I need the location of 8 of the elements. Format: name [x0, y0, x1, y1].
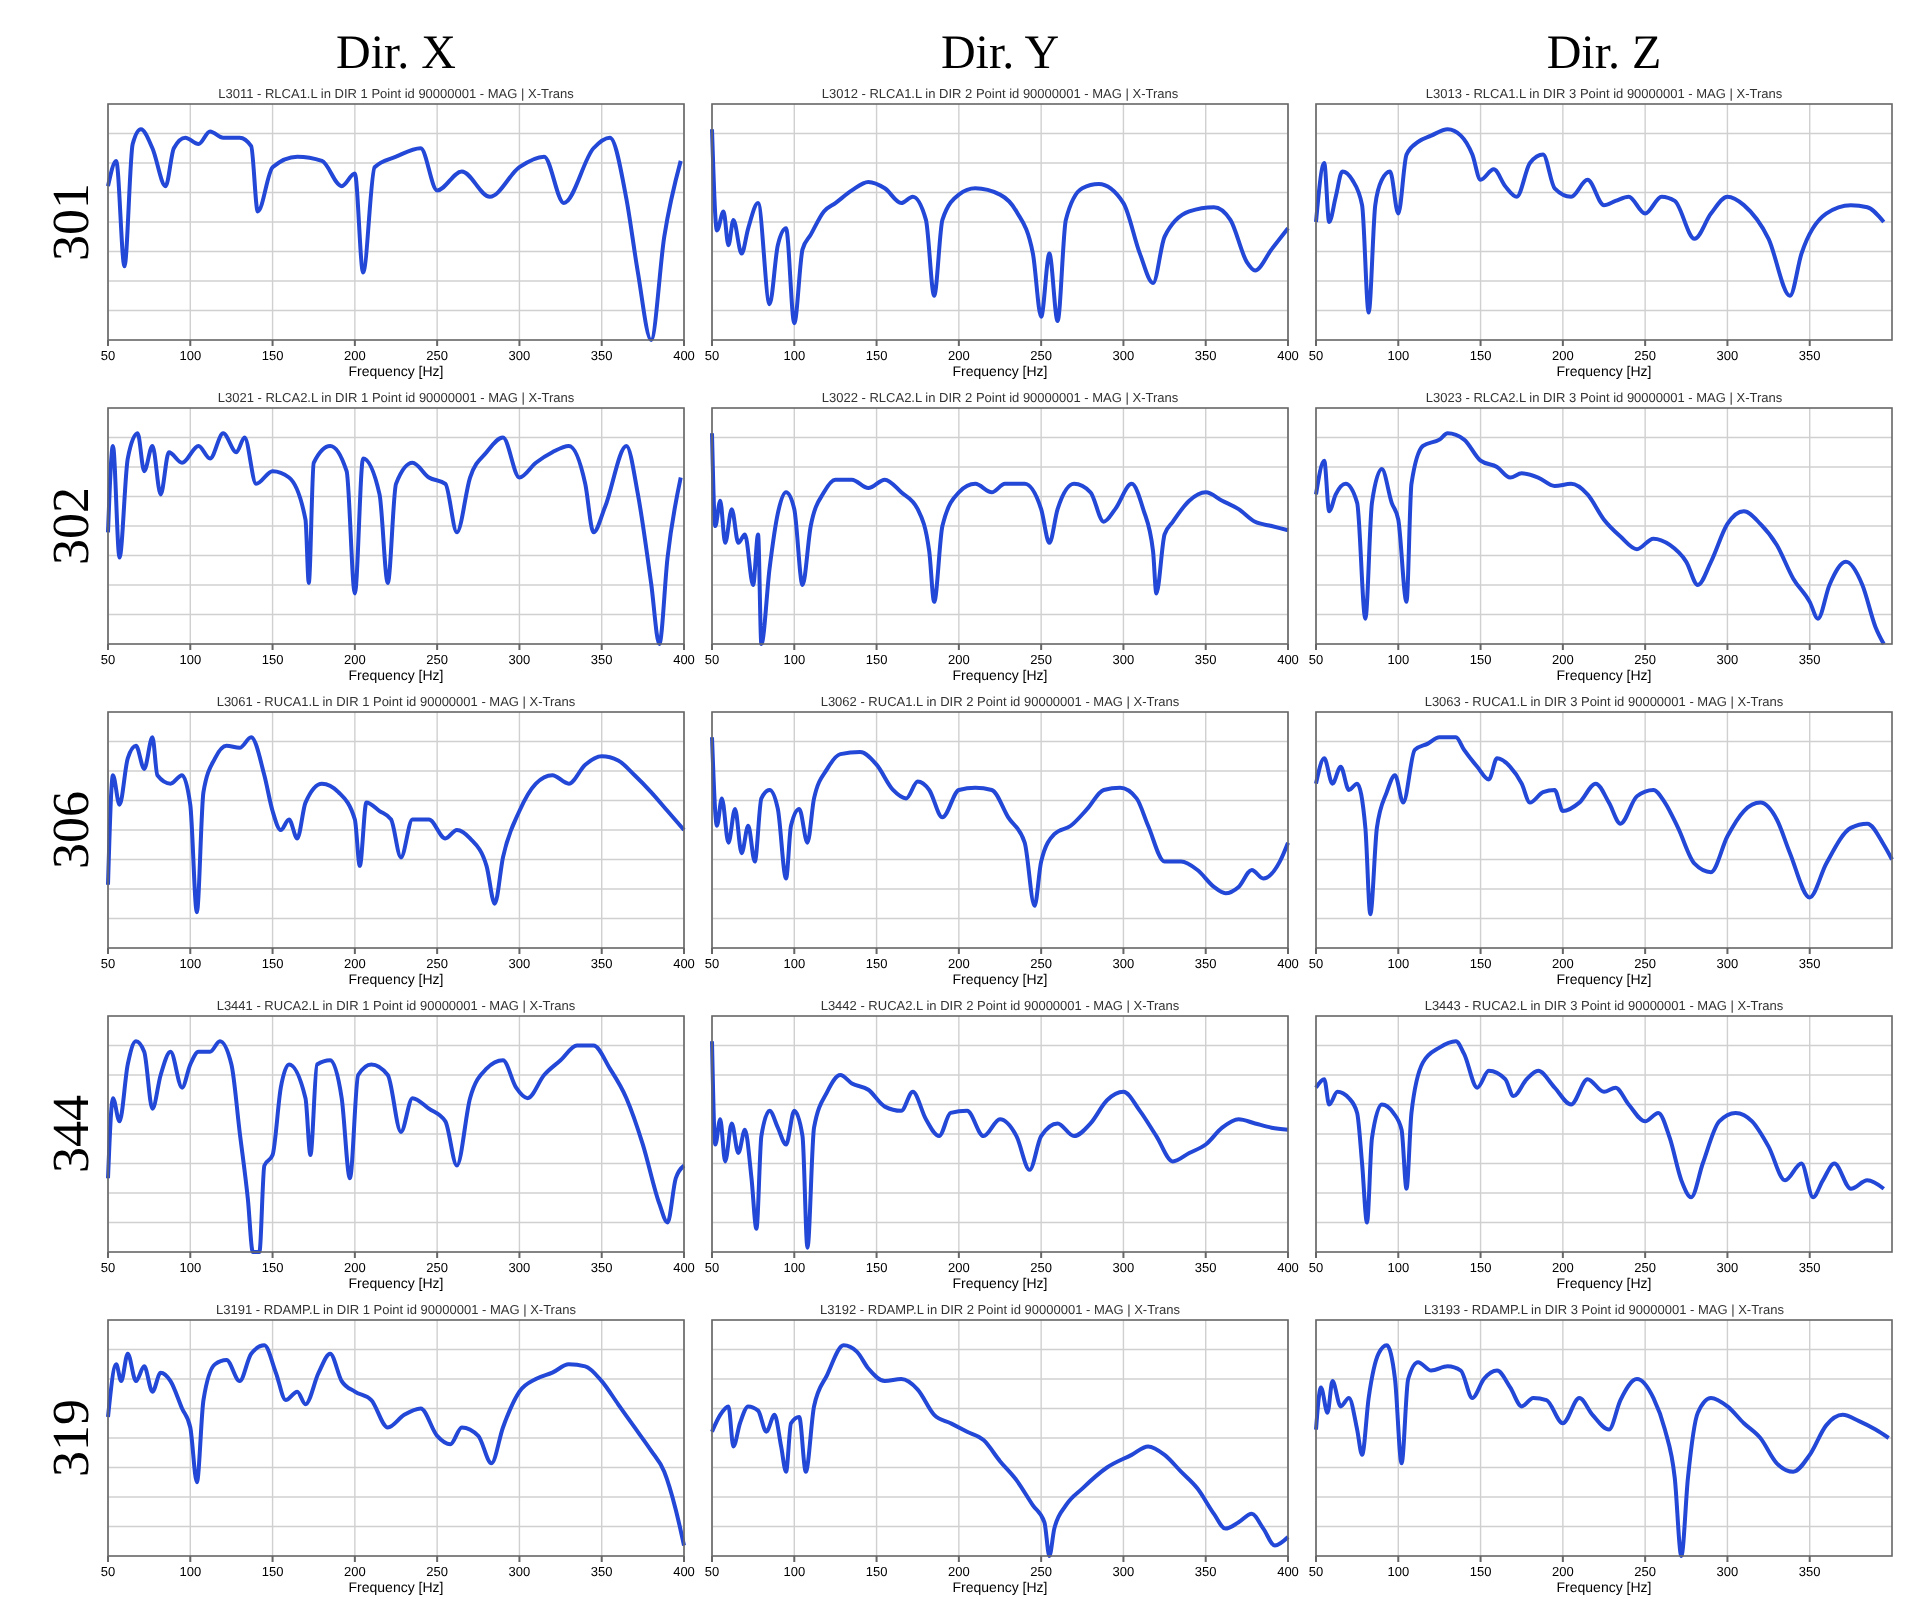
text: Dir. Y — [940, 28, 1060, 80]
text: Dir. X — [336, 28, 456, 80]
text: 319 — [42, 1399, 100, 1477]
text: 306 — [42, 791, 100, 869]
text: 301 — [42, 183, 100, 261]
text: Dir. Z — [1546, 28, 1662, 80]
text: 302 — [42, 487, 100, 565]
text: 344 — [42, 1095, 100, 1173]
